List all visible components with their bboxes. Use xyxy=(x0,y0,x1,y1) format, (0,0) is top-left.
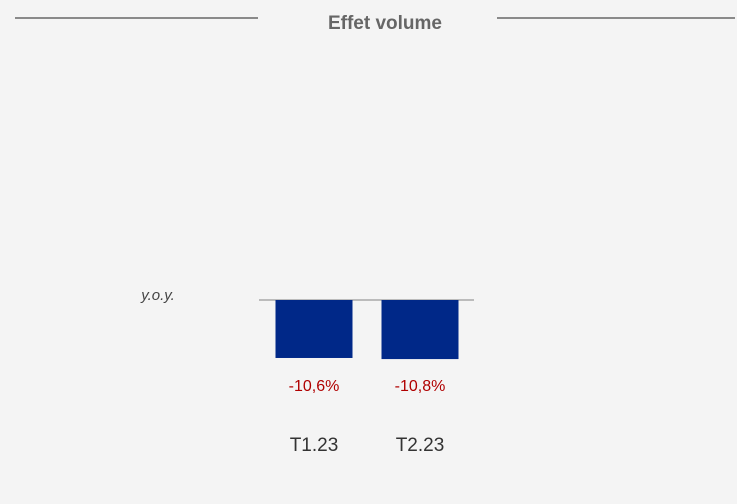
chart-title: Effet volume xyxy=(328,13,442,34)
x-tick-label: T1.23 xyxy=(290,435,339,456)
bar xyxy=(381,300,459,360)
value-label: -10,6% xyxy=(289,378,340,395)
x-tick-label: T2.23 xyxy=(396,435,445,456)
axis-label: y.o.y. xyxy=(140,287,175,304)
value-label: -10,8% xyxy=(395,378,446,395)
bar xyxy=(275,300,353,358)
